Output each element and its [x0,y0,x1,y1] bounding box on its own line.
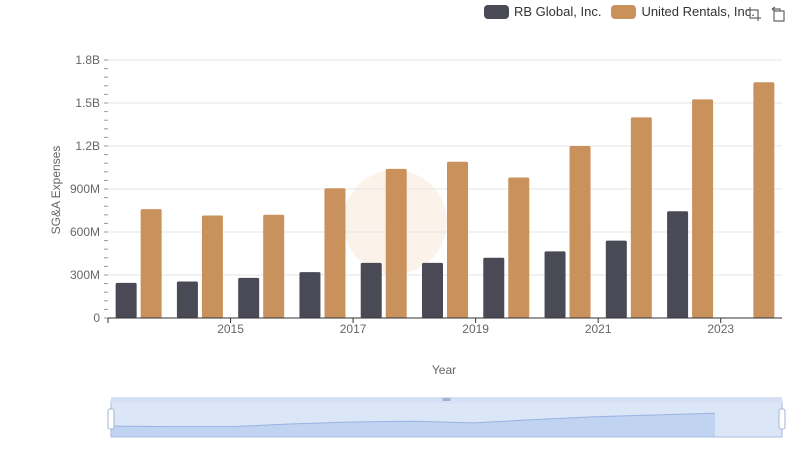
y-tick-label: 0 [93,311,100,325]
x-axis-title: Year [431,363,457,377]
x-axis: 2015 2017 2019 2021 2023 [107,317,782,336]
y-tick-label: 1.8B [75,53,100,67]
bar-united-rentals-2024 [753,82,775,318]
zoom-handle-left [107,408,115,430]
bar-united-rentals-2014 [140,209,162,318]
bar-rb-global-2020 [483,257,505,318]
zoom-drag-handle [442,398,451,401]
y-tick-label: 300M [70,268,100,282]
bar-rb-global-2018 [360,262,382,318]
zoom-icon[interactable] [746,6,762,22]
bar-united-rentals-2016 [263,214,285,318]
legend-label-rb-global: RB Global, Inc. [514,4,602,19]
zoom-handle-right [778,408,786,430]
x-tick-label: 2019 [462,322,489,336]
zoom-preview-line [110,412,715,428]
y-tick-label: 600M [70,225,100,239]
y-axis: 0 300M 600M 900M 1.2B 1.5B 1.8B [70,53,108,325]
bar-united-rentals-2023 [692,99,714,319]
x-tick-label: 2015 [217,322,244,336]
bar-rb-global-2014 [115,282,137,318]
x-tick-label: 2017 [340,322,367,336]
legend-swatch-united-rentals [611,4,637,19]
data-zoom-slider[interactable] [107,397,786,438]
legend-item-rb-global[interactable]: RB Global, Inc. [484,4,601,19]
y-tick-label: 900M [70,182,100,196]
zoom-preview-area [111,413,715,437]
legend-label-united-rentals: United Rentals, Inc. [641,4,755,19]
bar-united-rentals-2020 [508,177,530,318]
y-tick-label: 1.2B [75,139,100,153]
bar-united-rentals-2017 [324,188,346,318]
legend-swatch-rb-global [484,4,509,19]
bars [115,82,775,319]
bar-rb-global-2023 [667,211,689,318]
zoom-window [110,400,783,438]
legend: RB Global, Inc. United Rentals, Inc. [484,4,765,19]
x-tick-label: 2021 [585,322,612,336]
x-tick-label: 2023 [707,322,734,336]
restore-icon[interactable] [770,6,786,22]
bar-united-rentals-2018 [385,168,407,318]
y-axis-title: SG&A Expenses [49,145,63,235]
bar-rb-global-2019 [422,262,443,318]
bar-rb-global-2015 [176,281,198,318]
legend-item-united-rentals[interactable]: United Rentals, Inc. [611,4,755,19]
bar-rb-global-2021 [544,251,566,318]
bar-united-rentals-2019 [447,161,468,318]
bar-rb-global-2016 [238,277,260,318]
bar-rb-global-2017 [299,272,321,318]
bar-rb-global-2022 [605,240,627,318]
bar-united-rentals-2021 [569,146,591,318]
toolbox [746,6,786,22]
bar-united-rentals-2015 [201,215,223,318]
bar-united-rentals-2022 [630,117,652,318]
y-tick-label: 1.5B [75,96,100,110]
